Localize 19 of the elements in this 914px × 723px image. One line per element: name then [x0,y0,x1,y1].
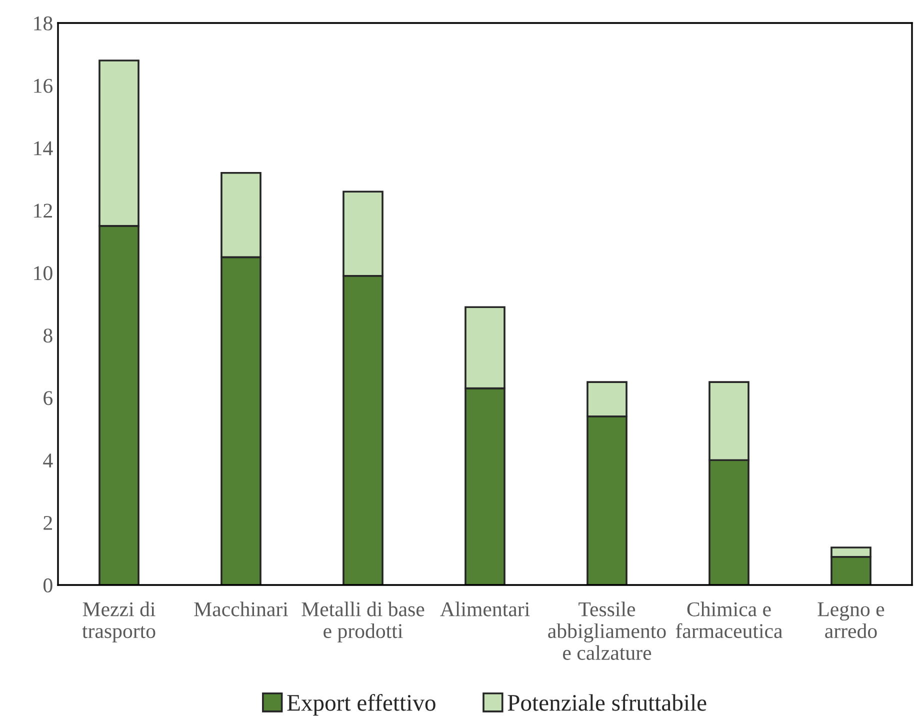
legend-label: Potenziale sfruttabile [508,694,706,711]
y-tick-label: 6 [44,391,53,406]
y-tick-label: 4 [43,454,53,468]
y-tick-label: 16 [34,78,53,93]
y-tick-label: 14 [34,141,53,156]
y-tick-label: 2 [44,516,52,530]
x-tick-label: Metalli di base e prodotti [302,602,424,642]
y-tick-label: 18 [34,16,52,30]
y-tick-label: 0 [44,578,52,592]
x-tick-label: Macchinari [194,602,288,616]
x-tick-label: Chimica e farmaceutica [676,602,782,638]
x-tick-label: Tessile abbigliamento e calzature [548,602,666,660]
x-tick-label: Legno e arredo [818,602,884,638]
y-tick-label: 12 [34,204,52,218]
y-tick-label: 8 [44,328,52,343]
y-tick-label: 10 [34,266,52,280]
x-tick-label: Alimentari [440,602,530,616]
legend-label: Export effettivo [287,694,436,716]
x-tick-label: Mezzi di trasporto [82,602,156,642]
